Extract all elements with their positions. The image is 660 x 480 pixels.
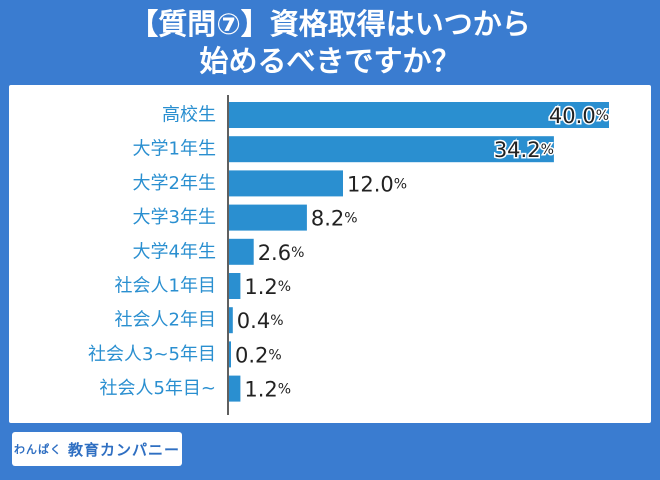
value-label: 8.2% — [311, 207, 358, 231]
bar — [229, 238, 254, 265]
title-line-1: 【質問⑦】資格取得はいつから — [129, 7, 531, 41]
category-label: 大学4年生 — [133, 241, 216, 262]
bar-chart: 高校生 40.0% 大学1年生 34.2% 大学2年生 12.0% 大学3年生 8.2% 大学4… — [88, 95, 611, 415]
category-label: 大学3年生 — [133, 207, 216, 228]
bar — [229, 273, 241, 299]
chart-title: 【質問⑦】資格取得はいつから 始めるべきですか？ — [0, 6, 660, 80]
value-label: 2.6% — [258, 241, 305, 265]
logo-main-text: 教育カンパニー — [67, 440, 180, 459]
bar — [229, 136, 554, 163]
bar — [229, 375, 241, 402]
category-label: 社会人3~5年目 — [88, 344, 216, 365]
title-line-2: 始めるべきですか？ — [199, 44, 461, 78]
bar — [229, 102, 609, 128]
bar — [229, 170, 343, 197]
value-label: 0.4% — [237, 309, 284, 333]
bar — [229, 307, 233, 334]
value-label: 1.2% — [244, 275, 291, 299]
bar — [229, 341, 231, 368]
value-label: 0.2% — [235, 343, 282, 367]
chart-panel: 高校生 40.0% 大学1年生 34.2% 大学2年生 12.0% 大学3年生 8.2% 大学4… — [9, 85, 651, 423]
value-label: 34.2% — [494, 138, 554, 162]
category-label: 社会人2年目 — [115, 310, 216, 331]
value-label: 12.0% — [347, 172, 407, 196]
category-label: 大学2年生 — [133, 173, 216, 194]
value-label: 40.0% — [549, 104, 609, 128]
category-label: 社会人5年目~ — [99, 378, 216, 399]
bar — [229, 204, 307, 231]
logo-small-text: わんぱく — [13, 443, 62, 456]
value-label: 1.2% — [244, 378, 291, 402]
category-label: 大学1年生 — [133, 139, 216, 160]
company-logo: わんぱく 教育カンパニー — [12, 432, 182, 466]
category-label: 社会人1年目 — [115, 276, 216, 297]
category-label: 高校生 — [162, 105, 216, 126]
